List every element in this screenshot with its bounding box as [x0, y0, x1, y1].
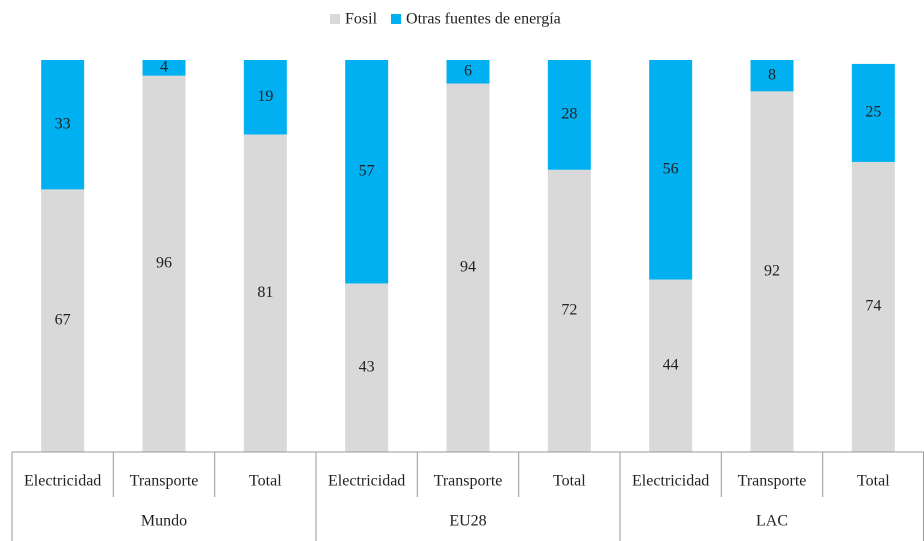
legend-swatch [391, 14, 402, 24]
bar-segment [750, 60, 794, 92]
data-label: 8 [768, 66, 776, 83]
data-label: 94 [460, 258, 476, 275]
data-label: 72 [561, 302, 577, 319]
data-label: 74 [865, 298, 881, 315]
group-label: Mundo [141, 513, 187, 530]
bar-segment [446, 83, 490, 453]
bar-segment [142, 75, 186, 453]
data-label: 4 [160, 59, 168, 76]
bar-segment [446, 60, 490, 84]
data-label: 28 [561, 106, 577, 123]
x-tick-label: Electricidad [24, 473, 101, 490]
x-tick-label: Electricidad [632, 473, 709, 490]
x-tick-label: Transporte [434, 473, 503, 490]
bar-segment [851, 63, 895, 162]
bar-segment [243, 60, 287, 135]
x-tick-label: Total [857, 473, 890, 490]
x-tick-label: Electricidad [328, 473, 405, 490]
x-tick-label: Transporte [130, 473, 199, 490]
bar-segment [142, 60, 186, 76]
bar-segment [547, 169, 591, 452]
bar-segment [750, 91, 794, 453]
data-label: 67 [55, 311, 71, 328]
legend-swatch [330, 14, 340, 24]
data-label: 19 [257, 88, 273, 105]
bar-segment [41, 60, 85, 190]
data-label: 43 [359, 358, 375, 375]
x-tick-label: Total [553, 473, 586, 490]
legend-label: Otras fuentes de energía [406, 11, 561, 28]
data-label: 6 [464, 62, 472, 79]
bar-segment [345, 283, 389, 452]
legend-label: Fosil [345, 11, 378, 28]
bar-segment [649, 279, 693, 452]
group-label: EU28 [449, 513, 486, 530]
data-label: 44 [663, 356, 679, 373]
bar-segment [41, 189, 85, 453]
data-label: 33 [55, 115, 71, 132]
bar-segment [243, 134, 287, 453]
bar-segment [345, 60, 389, 284]
data-label: 25 [865, 104, 881, 121]
data-label: 92 [764, 262, 780, 279]
x-tick-label: Transporte [738, 473, 807, 490]
x-tick-label: Total [249, 473, 282, 490]
bar-segment [851, 161, 895, 453]
data-label: 57 [359, 162, 375, 179]
bar-segment [547, 60, 591, 170]
data-label: 81 [257, 284, 273, 301]
data-label: 96 [156, 255, 172, 272]
bar-segment [649, 60, 693, 280]
data-label: 56 [663, 160, 679, 177]
group-label: LAC [756, 513, 788, 530]
